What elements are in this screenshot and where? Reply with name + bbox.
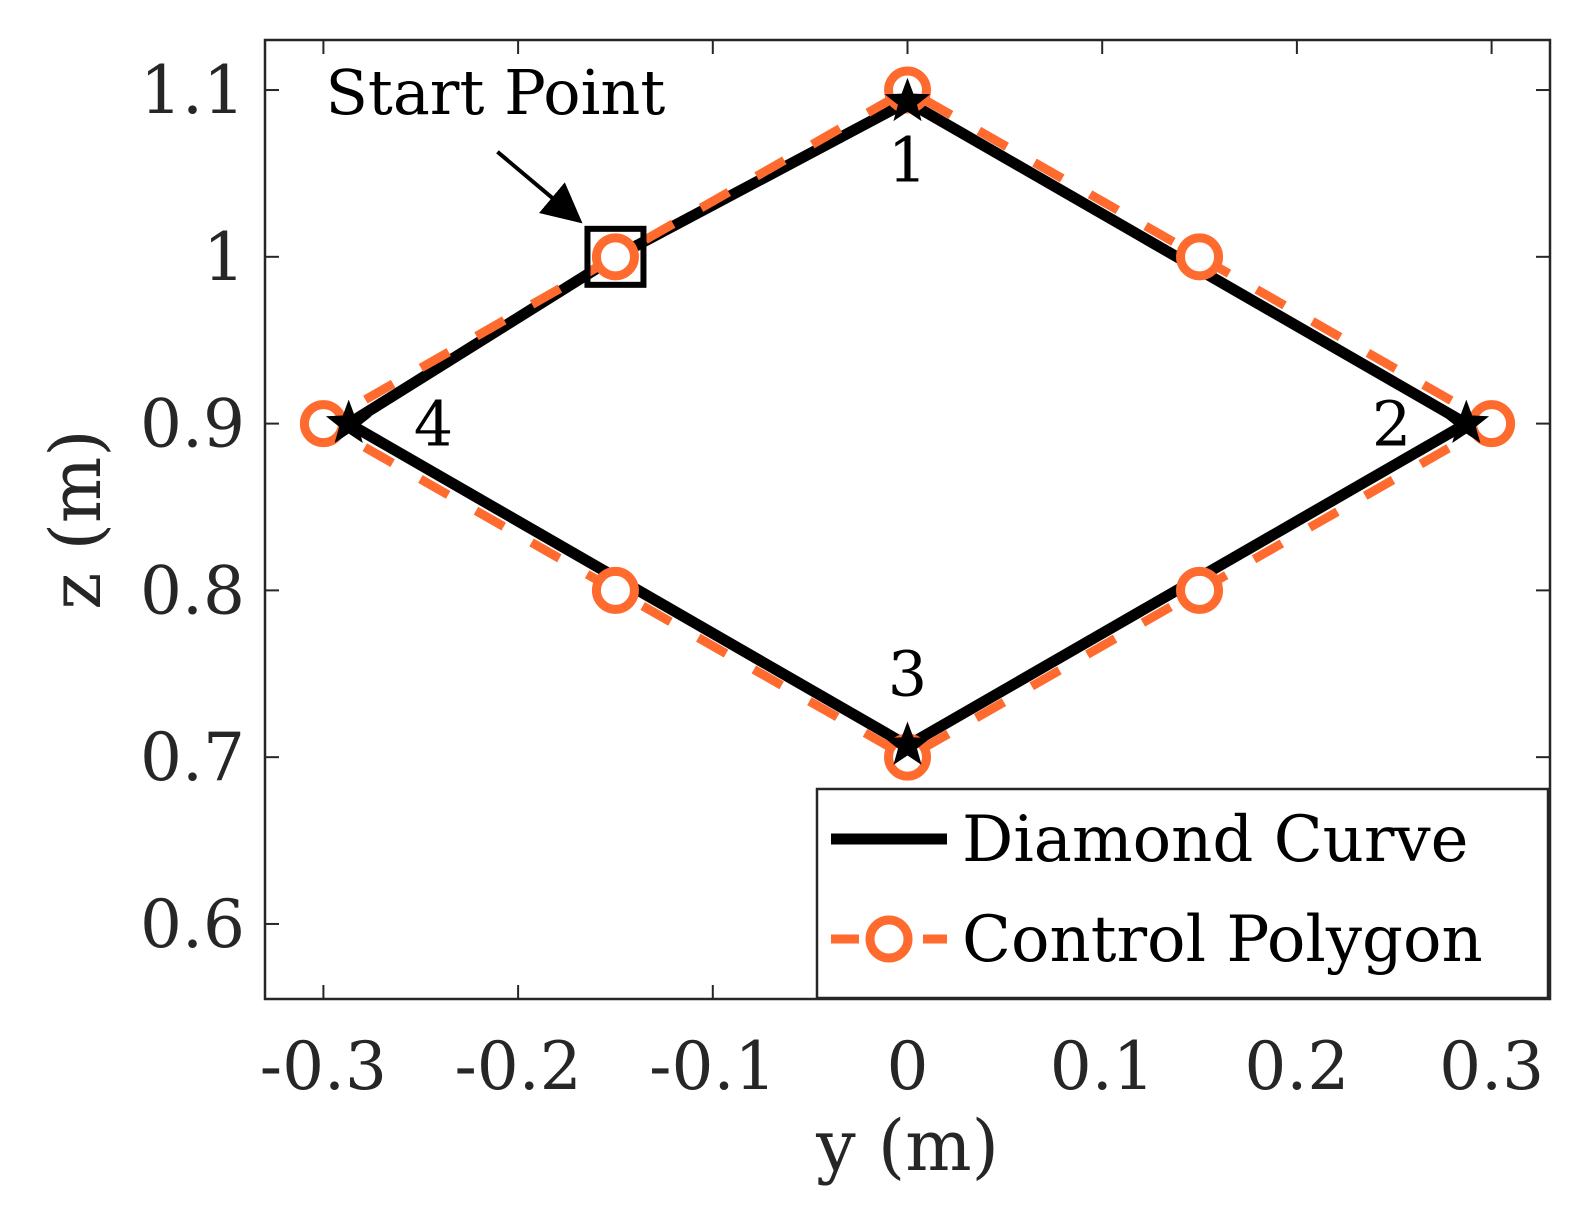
waypoint-star-marker (325, 399, 372, 443)
legend: Diamond Curve Control Polygon (815, 787, 1550, 1000)
waypoint-label: 1 (888, 124, 927, 197)
x-tick-label: 0.1 (1050, 1028, 1155, 1105)
waypoint-label: 2 (1372, 388, 1411, 461)
y-tick-label: 0.6 (140, 886, 245, 963)
y-axis-title: z (m) (35, 429, 117, 609)
x-tick-label: -0.3 (260, 1028, 387, 1105)
waypoint-label: 4 (414, 388, 453, 461)
legend-marker-control-polygon (865, 915, 913, 963)
legend-box (815, 787, 1550, 1000)
y-tick-label: 1.1 (140, 52, 245, 129)
start-point-label: Start Point (325, 56, 665, 129)
x-tick-label: -0.1 (649, 1028, 776, 1105)
legend-label-control-polygon: Control Polygon (962, 903, 1483, 977)
x-tick-label: -0.2 (454, 1028, 581, 1105)
axis-ticks: -0.3 -0.2 -0.1 0 0.1 0.2 0.3 0.6 0.7 0.8 0.9 1 1.1 (140, 40, 1550, 1105)
start-point-marker (584, 225, 647, 288)
waypoint-star-marker (884, 77, 931, 122)
x-tick-label: 0 (887, 1028, 929, 1105)
y-tick-label: 0.7 (140, 719, 245, 796)
y-tick-label: 0.9 (140, 386, 245, 463)
waypoint-star-marker (884, 721, 931, 765)
y-tick-label: 0.8 (140, 552, 245, 629)
x-tick-label: 0.3 (1439, 1028, 1544, 1105)
start-point-arrow (496, 150, 583, 224)
x-tick-label: 0.2 (1244, 1028, 1349, 1105)
control-point-marker (591, 566, 639, 614)
annotations: 1 2 3 4 Start Point (325, 56, 1411, 711)
legend-label-diamond-curve: Diamond Curve (962, 803, 1469, 877)
y-tick-label: 1 (203, 219, 245, 296)
waypoint-star-marker (1443, 399, 1490, 443)
control-point-marker (1176, 566, 1224, 614)
x-axis-title: y (m) (815, 1105, 999, 1187)
control-point-marker (1176, 233, 1224, 281)
control-point-marker (591, 233, 639, 281)
series-layer (299, 66, 1516, 781)
waypoint-label: 3 (888, 637, 927, 710)
